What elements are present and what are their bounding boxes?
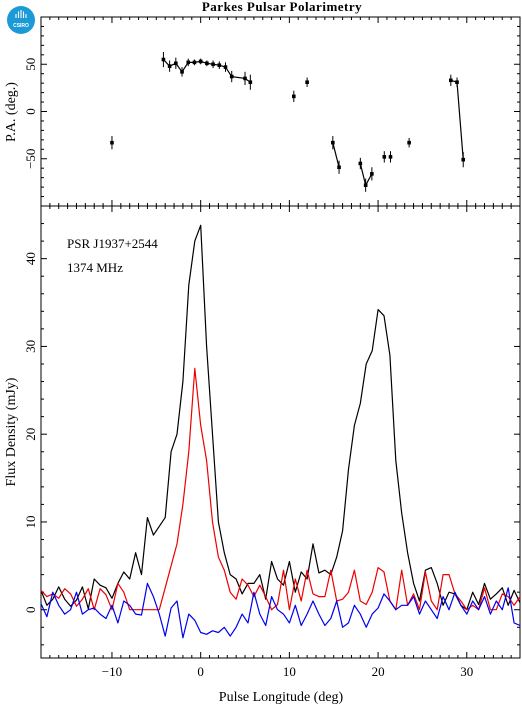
csiro-logo: CSIRO — [7, 6, 35, 34]
csiro-logo-text: CSIRO — [13, 23, 29, 29]
pa-point — [223, 65, 228, 69]
pa-point — [331, 140, 335, 145]
pa-point — [243, 76, 247, 81]
pa-point — [174, 61, 178, 66]
pa-point — [229, 74, 234, 79]
pa-point — [192, 60, 197, 65]
pa-point — [180, 70, 184, 74]
pa-point — [110, 140, 114, 145]
pa-point — [358, 161, 363, 166]
pa-point — [455, 80, 459, 85]
pa-tick-label: 0 — [23, 108, 38, 115]
flux-tick-label: 20 — [23, 428, 38, 441]
pa-point — [292, 94, 296, 99]
pulsar-name-annotation: PSR J1937+2544 — [67, 236, 158, 251]
pa-connector-line — [332, 142, 340, 168]
pa-point — [370, 172, 374, 176]
pa-point — [211, 62, 215, 67]
x-tick-label: −10 — [102, 664, 122, 679]
total-intensity-line — [40, 224, 521, 611]
pa-point — [205, 61, 209, 66]
pa-point — [461, 157, 466, 162]
flux-ticks: 0 10 20 30 40 — [23, 223, 520, 646]
pa-tick-label: 50 — [23, 58, 38, 71]
pa-point — [407, 140, 411, 145]
pa-marks — [110, 51, 466, 192]
pa-axis-label: P.A. (deg.) — [4, 82, 19, 142]
pa-point — [382, 155, 387, 159]
pa-ticks: 50 0 −50 — [23, 25, 520, 198]
x-tick-label: 20 — [372, 664, 385, 679]
flux-tick-label: 30 — [23, 340, 38, 353]
flux-marks — [40, 224, 521, 639]
pa-point — [305, 80, 309, 85]
flux-tick-label: 0 — [23, 606, 38, 613]
chart-title: Parkes Pulsar Polarimetry — [202, 0, 362, 14]
linear-polarization-line — [40, 367, 521, 611]
x-ticks: −10 0 10 20 30 — [40, 17, 521, 679]
pa-connector-line — [450, 79, 464, 160]
pa-point — [248, 80, 253, 85]
flux-tick-label: 10 — [23, 515, 38, 528]
pa-point — [337, 165, 341, 170]
csiro-logo-bars — [15, 10, 27, 18]
pa-point — [363, 183, 368, 188]
x-axis-label: Pulse Longitude (deg) — [219, 690, 344, 705]
pa-point — [161, 57, 166, 62]
pa-point — [167, 64, 172, 68]
pa-tick-label: −50 — [23, 149, 38, 169]
pa-point — [388, 155, 393, 159]
x-tick-label: 10 — [283, 664, 296, 679]
x-tick-label: 0 — [197, 664, 204, 679]
flux-tick-label: 40 — [23, 252, 38, 265]
pa-point — [186, 60, 191, 65]
pa-panel-frame — [40, 16, 521, 207]
csiro-logo-circle — [7, 6, 35, 34]
pa-point — [198, 59, 203, 64]
frequency-annotation: 1374 MHz — [67, 260, 123, 275]
circular-polarization-line — [40, 582, 521, 639]
flux-axis-label: Flux Density (mJy) — [4, 377, 19, 486]
pa-point — [217, 63, 222, 67]
pa-point — [449, 78, 453, 83]
x-tick-label: 30 — [460, 664, 473, 679]
